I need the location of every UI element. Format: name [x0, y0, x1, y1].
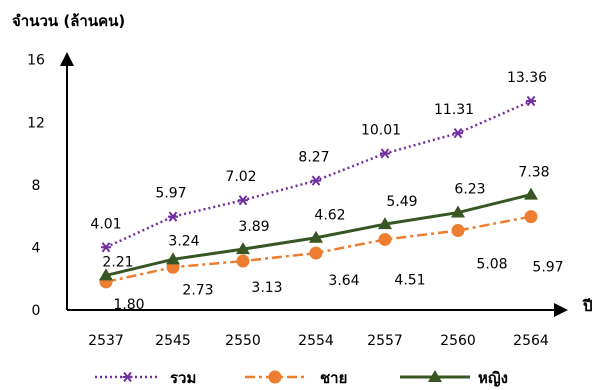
data-label-total: 5.97: [155, 186, 186, 202]
data-label-male: 2.73: [182, 282, 213, 298]
x-axis-title: ปี: [582, 297, 592, 315]
y-tick-labels: 0 4 8 12 16: [27, 53, 45, 319]
y-axis-arrow: [60, 52, 74, 66]
data-point-female: [166, 252, 180, 265]
x-tick-labels: 2537 2545 2550 2554 2557 2560 2564: [88, 333, 549, 349]
data-label-male: 4.51: [394, 272, 425, 288]
data-point-male: [236, 254, 250, 268]
legend-label: ชาย: [320, 369, 347, 387]
data-labels: 4.01 5.97 7.02 8.27 10.01 11.31 13.36 1.80 2.73 3…: [90, 70, 563, 313]
data-point-male: [451, 224, 465, 238]
data-point-female: [451, 205, 465, 218]
data-label-female: 3.24: [168, 233, 199, 249]
x-tick-label: 2550: [225, 333, 261, 349]
data-label-female: 6.23: [454, 182, 485, 198]
data-point-female: [99, 268, 113, 281]
legend-item-female: หญิง: [400, 369, 508, 387]
legend-marker: [122, 371, 133, 383]
x-tick-label: 2545: [155, 333, 191, 349]
x-tick-label: 2564: [513, 333, 549, 349]
x-tick-label: 2537: [88, 333, 124, 349]
data-label-female: 2.21: [102, 254, 133, 270]
data-point-male: [309, 246, 323, 260]
y-tick-label: 8: [32, 178, 41, 194]
data-label-male: 5.97: [532, 260, 563, 276]
data-label-total: 13.36: [507, 70, 547, 86]
legend-label: รวม: [170, 369, 196, 387]
data-point-total: [380, 148, 390, 159]
data-point-total: [238, 195, 248, 206]
x-tick-label: 2554: [298, 333, 334, 349]
data-label-female: 7.38: [518, 165, 549, 181]
data-point-total: [101, 242, 111, 253]
data-label-male: 3.13: [251, 280, 282, 296]
data-label-female: 3.89: [238, 219, 269, 235]
axes: [60, 52, 568, 317]
series-line-total: [105, 99, 532, 249]
x-tick-label: 2560: [440, 333, 476, 349]
legend-item-male: ชาย: [245, 369, 347, 387]
data-label-total: 8.27: [298, 150, 329, 166]
data-label-total: 4.01: [90, 216, 121, 232]
data-label-total: 11.31: [434, 102, 474, 118]
legend-marker: [428, 370, 442, 382]
data-point-total: [168, 211, 178, 222]
series-markers: [99, 95, 538, 289]
legend: รวม ชาย หญิง: [95, 369, 508, 387]
legend-label: หญิง: [478, 369, 508, 387]
legend-marker: [268, 370, 282, 384]
y-tick-label: 0: [32, 303, 41, 319]
y-tick-label: 4: [32, 240, 41, 256]
data-point-female: [524, 187, 538, 200]
y-tick-label: 16: [27, 53, 45, 69]
data-label-female: 4.62: [314, 208, 345, 224]
x-axis-arrow: [554, 303, 568, 317]
data-label-male: 1.80: [113, 297, 144, 313]
data-point-female: [309, 230, 323, 243]
data-point-total: [311, 175, 321, 186]
y-axis-title: จำนวน (ล้านคน): [12, 12, 125, 30]
data-point-total: [526, 95, 536, 107]
legend-item-total: รวม: [95, 369, 196, 387]
data-label-female: 5.49: [386, 194, 417, 210]
data-point-male: [524, 210, 538, 224]
data-label-total: 10.01: [361, 122, 401, 138]
data-point-total: [453, 127, 463, 139]
data-point-female: [236, 242, 250, 255]
data-point-male: [378, 232, 392, 246]
data-label-male: 3.64: [328, 273, 359, 289]
data-label-total: 7.02: [225, 169, 256, 185]
y-tick-label: 12: [27, 115, 45, 131]
x-tick-label: 2557: [367, 333, 403, 349]
data-label-male: 5.08: [476, 257, 507, 273]
data-point-female: [378, 217, 392, 230]
